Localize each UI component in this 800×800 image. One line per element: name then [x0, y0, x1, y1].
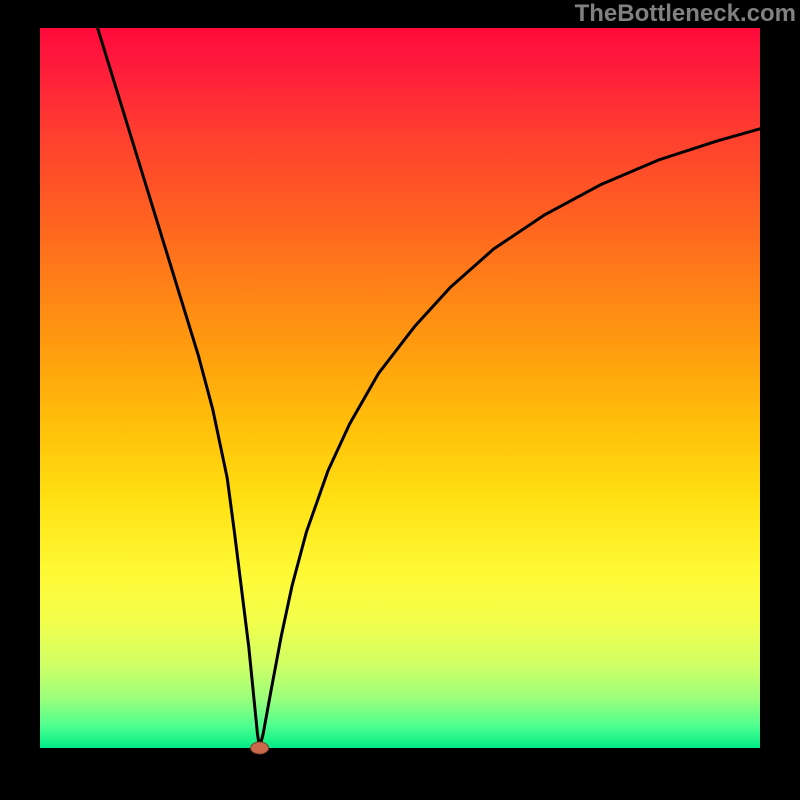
min-marker	[251, 742, 269, 754]
plot-background	[40, 28, 760, 748]
watermark-text: TheBottleneck.com	[575, 0, 796, 28]
chart-svg	[0, 0, 800, 800]
chart-canvas: TheBottleneck.com	[0, 0, 800, 800]
